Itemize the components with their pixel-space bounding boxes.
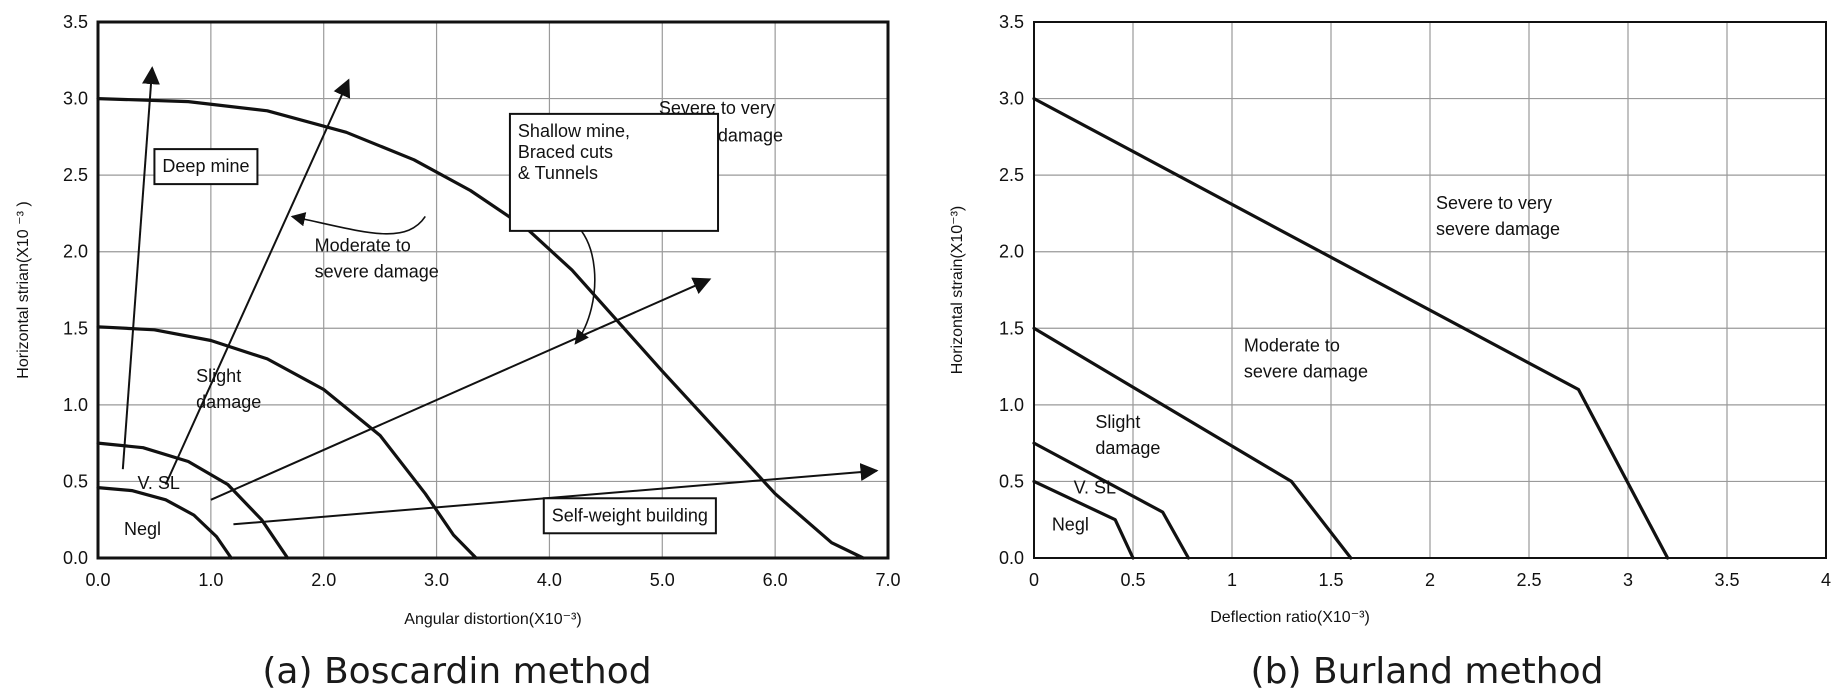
chart-b-x-tick-label: 0 <box>1029 570 1039 590</box>
chart-a-y-tick-label: 3.5 <box>63 12 88 32</box>
chart-a-plot-frame <box>96 20 890 560</box>
chart-b-x-tick-label: 3 <box>1623 570 1633 590</box>
chart-a-y-tick-label: 2.0 <box>63 242 88 262</box>
chart-b-y-tick-label: 0.5 <box>999 471 1024 491</box>
chart-b-x-tick-label: 1.5 <box>1318 570 1343 590</box>
chart-a-connector <box>560 215 596 345</box>
chart-a-arrow <box>210 277 712 501</box>
chart-b-y-tick-label: 0.0 <box>999 548 1024 568</box>
chart-b-boundary-slight-limit <box>1032 326 1353 560</box>
chart-b-boundary-moderate-limit <box>1032 96 1670 560</box>
chart-a-label-box <box>153 148 259 186</box>
chart-a-x-tick-label: 2.0 <box>311 570 336 590</box>
chart-b-region-label: Slight <box>1095 412 1140 432</box>
chart-b-region-label: V. SL <box>1074 478 1116 498</box>
chart-a-x-tick-label: 1.0 <box>198 570 223 590</box>
chart-a-caption: (a) Boscardin method <box>262 651 651 692</box>
chart-b-y-tick-label: 3.5 <box>999 12 1024 32</box>
chart-a-region-label: damage <box>196 392 261 412</box>
chart-b-plot-frame <box>1033 21 1827 559</box>
chart-b-y-axis-label: Horizontal strain(X10⁻³) <box>949 206 966 375</box>
chart-a-x-tick-label: 3.0 <box>424 570 449 590</box>
chart-a-boundary-negligible-limit <box>96 486 233 560</box>
chart-b-x-tick-label: 1 <box>1227 570 1237 590</box>
chart-b-y-tick-label: 2.0 <box>999 242 1024 262</box>
chart-a-label-box-text: & Tunnels <box>518 163 598 183</box>
chart-a-y-tick-label: 3.0 <box>63 89 88 109</box>
chart-b-boundary-negligible-limit <box>1032 479 1135 560</box>
chart-b-x-axis-label: Deflection ratio(X10⁻³) <box>1210 609 1370 626</box>
chart-a-connector <box>290 212 426 235</box>
chart-boscardin: 0.0 1.0 2.0 3.0 4.0 5.0 6.0 7.0 0.0 0.5 1.0 1.5 2.0 2… <box>15 12 901 692</box>
chart-a-region-label: severe damage <box>315 262 439 282</box>
chart-b-region-label: Negl <box>1052 514 1089 534</box>
chart-a-x-tick-label: 0.0 <box>85 570 110 590</box>
chart-a-boundary-moderate-limit <box>96 96 865 560</box>
chart-a-y-axis-label: Horizontal strian(X10 ⁻³ ) <box>15 201 32 378</box>
chart-b-region-label: damage <box>1095 438 1160 458</box>
chart-b-y-tick-label: 3.0 <box>999 89 1024 109</box>
chart-a-y-tick-label: 2.5 <box>63 165 88 185</box>
chart-b-region-label: severe damage <box>1244 361 1368 381</box>
chart-a-x-tick-label: 4.0 <box>537 570 562 590</box>
chart-a-label-box-text: Self-weight building <box>552 505 708 525</box>
chart-a-y-tick-label: 1.0 <box>63 395 88 415</box>
chart-a-x-tick-label: 6.0 <box>763 570 788 590</box>
chart-b-boundary-very-slight-limit <box>1032 441 1191 560</box>
chart-a-label-box <box>542 497 717 535</box>
chart-b-region-label: severe damage <box>1436 219 1560 239</box>
chart-a-x-tick-label: 7.0 <box>875 570 900 590</box>
chart-a-y-tick-label: 0.5 <box>63 471 88 491</box>
chart-a-arrow <box>121 66 160 470</box>
chart-b-y-tick-label: 1.0 <box>999 395 1024 415</box>
chart-a-label-box-text: Shallow mine, <box>518 121 630 141</box>
chart-b-x-tick-label: 4 <box>1821 570 1831 590</box>
chart-a-region-label: V. SL <box>138 473 180 493</box>
chart-a-label-box-text: Deep mine <box>162 156 249 176</box>
chart-a-y-tick-label: 1.5 <box>63 318 88 338</box>
chart-a-x-tick-label: 5.0 <box>650 570 675 590</box>
chart-a-boundary-very-slight-limit <box>96 441 290 560</box>
chart-a-label-box-text: Braced cuts <box>518 142 613 162</box>
chart-a-region-label: Slight <box>196 366 241 386</box>
chart-a-boundary-slight-limit <box>96 325 478 560</box>
chart-b-x-tick-label: 2.5 <box>1516 570 1541 590</box>
chart-b-region-label: Moderate to <box>1244 335 1340 355</box>
chart-a-arrow <box>164 78 351 485</box>
chart-burland: 0 0.5 1 1.5 2 2.5 3 3.5 4 0.0 0.5 1.0 1.5 2.0 2.5 3.0 3.… <box>949 12 1831 692</box>
chart-b-x-tick-label: 0.5 <box>1120 570 1145 590</box>
chart-a-region-label: Negl <box>124 519 161 539</box>
chart-b-y-tick-label: 1.5 <box>999 318 1024 338</box>
chart-a-region-label: Moderate to <box>315 236 411 256</box>
chart-b-region-label: Severe to very <box>1436 193 1552 213</box>
chart-b-x-tick-label: 3.5 <box>1714 570 1739 590</box>
chart-b-y-tick-label: 2.5 <box>999 165 1024 185</box>
chart-a-label-box <box>508 112 720 232</box>
chart-b-x-tick-label: 2 <box>1425 570 1435 590</box>
chart-a-x-axis-label: Angular distortion(X10⁻³) <box>404 611 581 628</box>
chart-b-caption: (b) Burland method <box>1251 651 1604 692</box>
chart-a-y-tick-label: 0.0 <box>63 548 88 568</box>
